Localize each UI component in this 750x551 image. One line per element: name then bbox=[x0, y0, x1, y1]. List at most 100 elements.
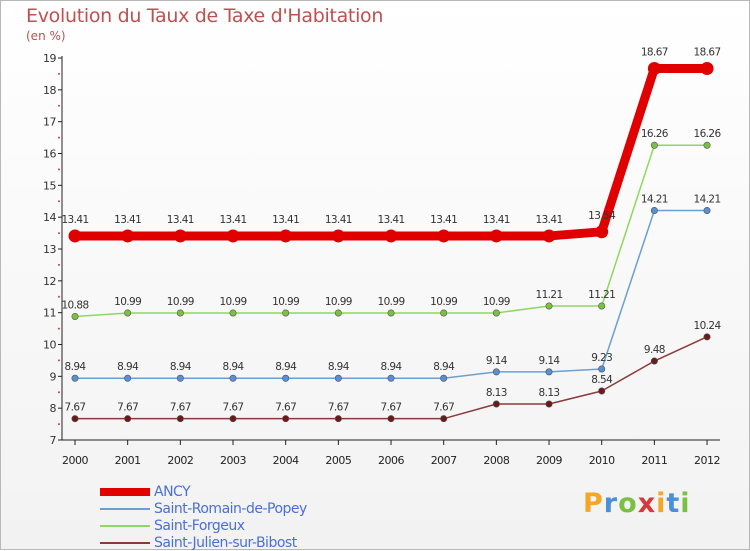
proxiti-logo: Proxiti bbox=[583, 488, 691, 519]
data-point bbox=[124, 415, 132, 423]
data-label: 8.94 bbox=[117, 361, 139, 373]
data-point bbox=[176, 415, 184, 423]
data-label: 9.23 bbox=[591, 352, 612, 364]
data-label: 13.41 bbox=[430, 214, 457, 226]
legend-swatch-saint-forgeux bbox=[100, 525, 150, 527]
data-label: 8.94 bbox=[275, 361, 297, 373]
y-minor-dot bbox=[58, 200, 60, 203]
data-label: 14.21 bbox=[694, 193, 721, 205]
x-tick-label: 2000 bbox=[62, 454, 88, 467]
legend-swatch-ancy bbox=[100, 488, 150, 496]
x-tick-label: 2012 bbox=[694, 454, 720, 467]
x-tick-label: 2001 bbox=[115, 454, 141, 467]
unit-label: (en %) bbox=[26, 29, 66, 43]
logo-letter: o bbox=[618, 488, 638, 519]
data-label: 13.41 bbox=[219, 214, 246, 226]
data-point bbox=[282, 415, 290, 423]
data-point bbox=[440, 374, 448, 382]
data-label: 13.41 bbox=[535, 214, 562, 226]
data-point bbox=[492, 309, 500, 317]
data-label: 10.99 bbox=[483, 296, 510, 308]
data-label: 8.13 bbox=[486, 387, 507, 399]
y-tick-label: 17 bbox=[43, 116, 56, 129]
y-minor-dot bbox=[58, 295, 60, 298]
data-point bbox=[331, 229, 345, 243]
y-minor-dot bbox=[58, 327, 60, 330]
y-tick-label: 7 bbox=[50, 434, 57, 447]
data-point bbox=[71, 374, 79, 382]
data-label: 8.94 bbox=[223, 361, 245, 373]
x-tick-label: 2011 bbox=[641, 454, 667, 467]
data-point bbox=[121, 229, 135, 243]
data-point bbox=[492, 368, 500, 376]
data-point bbox=[545, 368, 553, 376]
y-tick-label: 15 bbox=[43, 179, 56, 192]
data-point bbox=[124, 374, 132, 382]
data-label: 13.41 bbox=[483, 214, 510, 226]
x-tick-label: 2002 bbox=[167, 454, 193, 467]
data-label: 7.67 bbox=[433, 402, 454, 414]
data-label: 8.13 bbox=[539, 387, 560, 399]
y-minor-dot bbox=[58, 263, 60, 266]
x-tick-label: 2004 bbox=[273, 454, 299, 467]
y-tick-label: 14 bbox=[43, 211, 56, 224]
data-point bbox=[545, 400, 553, 408]
data-label: 9.14 bbox=[539, 355, 561, 367]
y-minor-dot bbox=[58, 391, 60, 394]
data-label: 13.54 bbox=[588, 210, 616, 222]
data-point bbox=[282, 309, 290, 317]
data-label: 7.67 bbox=[328, 402, 349, 414]
data-label: 13.41 bbox=[377, 214, 404, 226]
data-label: 10.88 bbox=[61, 299, 88, 311]
y-tick-label: 12 bbox=[43, 275, 56, 288]
data-point bbox=[598, 365, 606, 373]
y-minor-dot bbox=[58, 423, 60, 426]
data-point bbox=[703, 206, 711, 214]
data-label: 13.41 bbox=[61, 214, 88, 226]
x-tick-label: 2010 bbox=[589, 454, 615, 467]
x-tick-label: 2006 bbox=[378, 454, 404, 467]
legend-label-saint-forgeux: Saint-Forgeux bbox=[154, 517, 245, 534]
data-label: 10.99 bbox=[114, 296, 141, 308]
legend-label-saint-romain: Saint-Romain-de-Popey bbox=[154, 500, 307, 517]
x-tick-label: 2007 bbox=[431, 454, 457, 467]
y-minor-dot bbox=[58, 104, 60, 107]
data-label: 11.21 bbox=[535, 289, 562, 301]
y-minor-dot bbox=[58, 72, 60, 75]
data-point bbox=[229, 309, 237, 317]
data-point bbox=[71, 415, 79, 423]
x-tick-label: 2009 bbox=[536, 454, 562, 467]
data-label: 7.67 bbox=[65, 402, 86, 414]
data-point bbox=[226, 229, 240, 243]
data-point bbox=[173, 229, 187, 243]
data-label: 7.67 bbox=[117, 402, 138, 414]
logo-letter: i bbox=[680, 488, 691, 519]
data-point bbox=[440, 415, 448, 423]
data-point bbox=[71, 312, 79, 320]
data-point bbox=[176, 309, 184, 317]
data-label: 8.94 bbox=[381, 361, 403, 373]
legend-swatch-saint-romain bbox=[100, 508, 150, 510]
logo-letter: r bbox=[603, 488, 619, 519]
data-point bbox=[387, 309, 395, 317]
y-tick-label: 11 bbox=[43, 307, 56, 320]
x-tick-label: 2005 bbox=[325, 454, 351, 467]
data-label: 18.67 bbox=[641, 47, 668, 59]
data-point bbox=[387, 374, 395, 382]
data-label: 10.99 bbox=[377, 296, 404, 308]
data-label: 18.67 bbox=[694, 47, 721, 59]
y-minor-dot bbox=[58, 359, 60, 362]
y-tick-label: 18 bbox=[43, 84, 56, 97]
legend-label-saint-julien: Saint-Julien-sur-Bibost bbox=[154, 534, 297, 551]
legend-item-saint-romain: Saint-Romain-de-Popey bbox=[100, 500, 307, 517]
data-point bbox=[595, 225, 609, 239]
data-point bbox=[650, 141, 658, 149]
x-tick-label: 2008 bbox=[483, 454, 509, 467]
y-minor-dot bbox=[58, 136, 60, 139]
logo-letter: P bbox=[583, 488, 604, 519]
data-label: 16.26 bbox=[694, 128, 722, 140]
data-point bbox=[68, 229, 82, 243]
data-label: 7.67 bbox=[223, 402, 244, 414]
data-label: 8.54 bbox=[591, 374, 613, 386]
